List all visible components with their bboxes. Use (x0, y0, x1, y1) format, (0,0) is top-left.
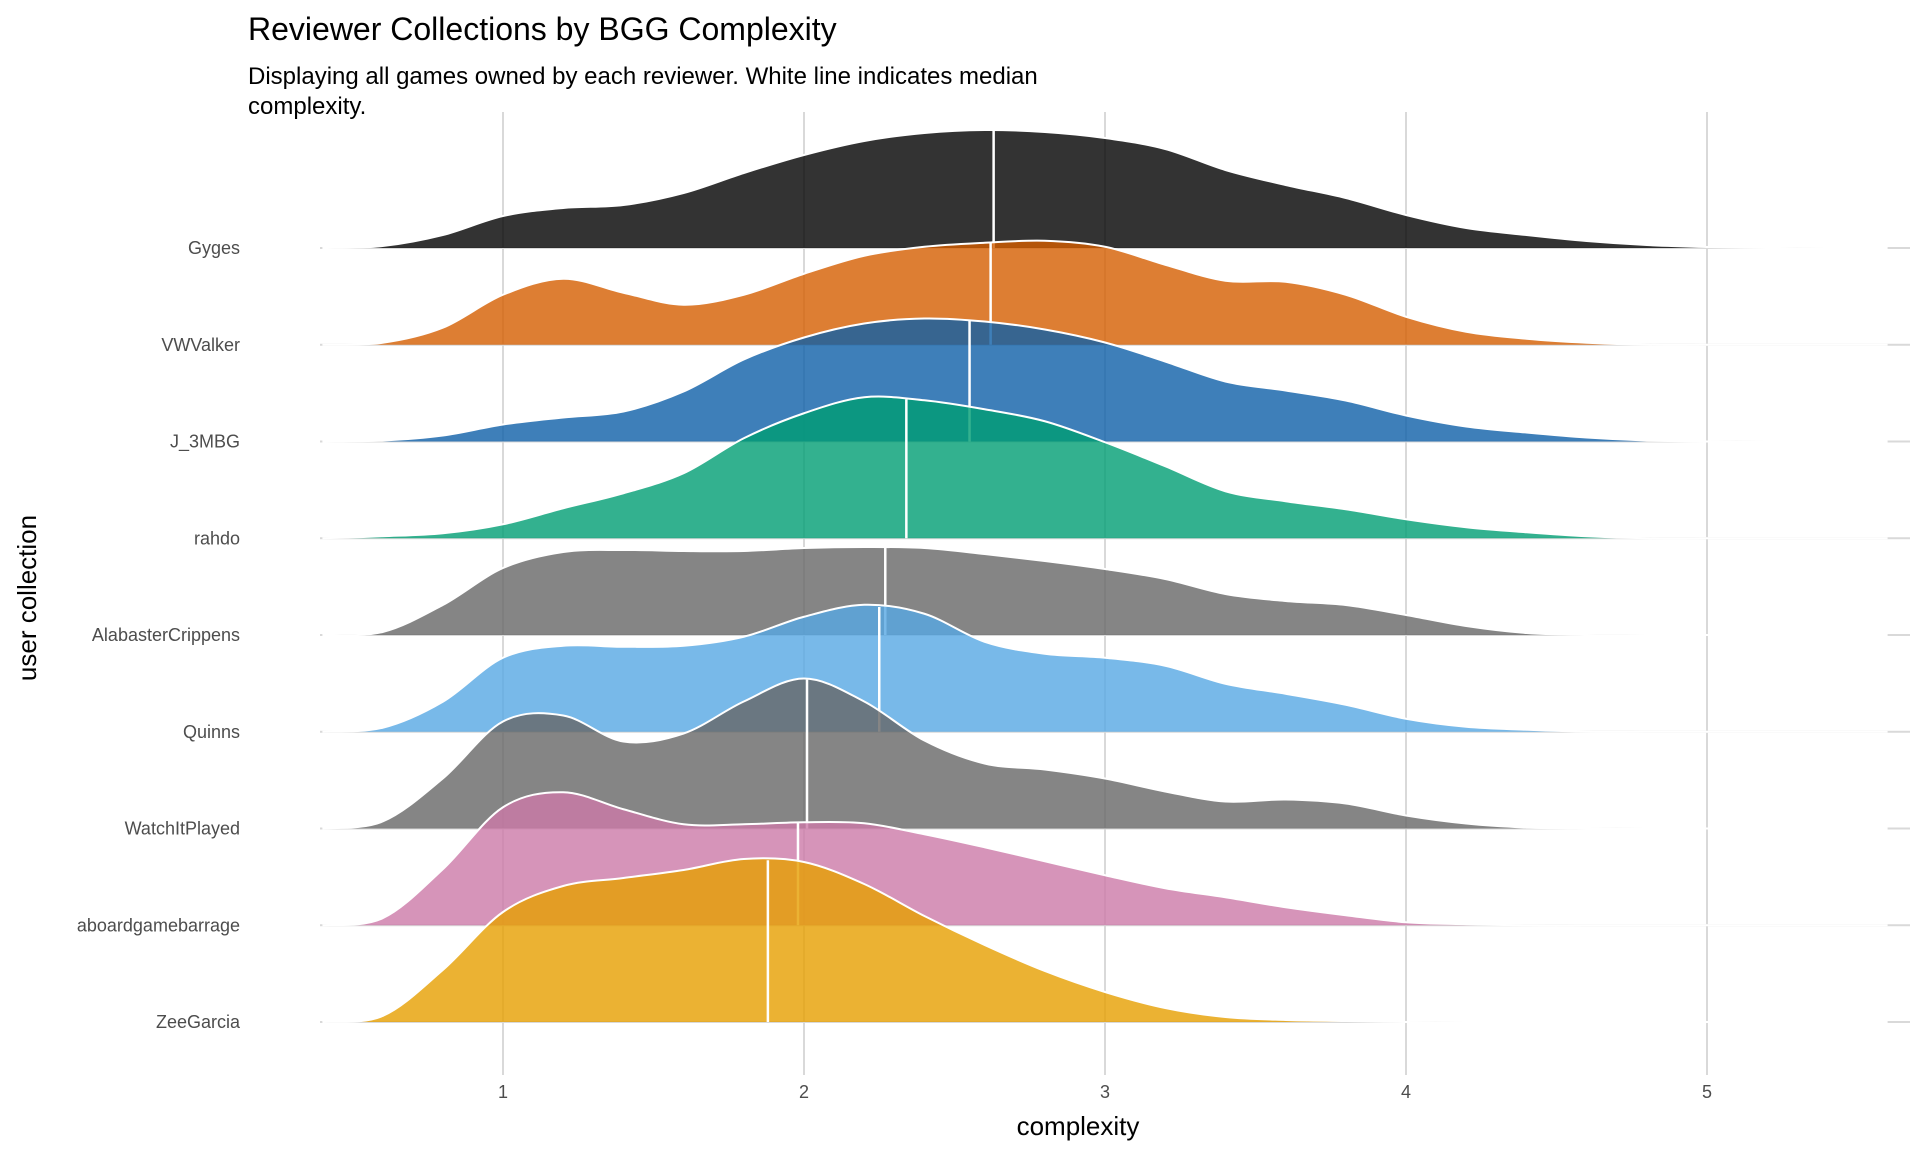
x-tick-label-5: 5 (1702, 1082, 1712, 1102)
chart-subtitle-line-1: Displaying all games owned by each revie… (248, 63, 1038, 90)
ridge-area-vwvalker (322, 240, 1888, 345)
ridge-rahdo (322, 395, 1888, 540)
ridge-area-j-3mbg (322, 318, 1888, 442)
ridge-area-watchitplayed (322, 678, 1888, 829)
ridge-outline-aboardgamebarrage (322, 791, 1888, 927)
ridge-outline-alabastercrippens (322, 545, 1888, 637)
ridge-outline-rahdo (322, 395, 1888, 540)
ridge-area-zeegarcia (322, 858, 1888, 1023)
chart-subtitle-line-2: complexity. (248, 93, 366, 120)
y-tick-label-zeegarcia: ZeeGarcia (156, 1012, 241, 1032)
ridge-vwvalker (322, 239, 1888, 346)
y-tick-label-vwvalker: VWValker (161, 335, 240, 355)
chart-title: Reviewer Collections by BGG Complexity (248, 11, 837, 47)
y-tick-label-quinns: Quinns (183, 722, 240, 742)
ridge-outline-zeegarcia (322, 857, 1888, 1024)
ridge-area-rahdo (322, 396, 1888, 539)
ridge-outline-watchitplayed (322, 677, 1888, 830)
y-tick-label-gyges: Gyges (188, 238, 240, 258)
ridge-area-gyges (322, 129, 1888, 249)
y-tick-label-j-3mbg: J_3MBG (170, 432, 240, 453)
ridge-outline-gyges (322, 128, 1888, 250)
ridge-area-quinns (322, 604, 1888, 732)
ridge-layer (322, 128, 1888, 1024)
ridge-zeegarcia (322, 857, 1888, 1024)
x-axis-title: complexity (1017, 1111, 1140, 1141)
x-axis-tick-labels: 1 2 3 4 5 (498, 1082, 1712, 1102)
ridge-outline-vwvalker (322, 239, 1888, 346)
y-tick-label-rahdo: rahdo (194, 528, 240, 548)
x-tick-label-1: 1 (498, 1082, 508, 1102)
ridge-area-alabastercrippens (322, 546, 1888, 636)
ridge-watchitplayed (322, 677, 1888, 830)
ridge-gyges (322, 128, 1888, 250)
x-tick-label-3: 3 (1100, 1082, 1110, 1102)
y-tick-label-watchitplayed: WatchItPlayed (125, 819, 240, 839)
x-tick-label-2: 2 (799, 1082, 809, 1102)
ridge-outline-quinns (322, 603, 1888, 733)
y-axis-title: user collection (12, 515, 42, 681)
y-tick-label-alabastercrippens: AlabasterCrippens (92, 625, 240, 645)
x-tick-label-4: 4 (1401, 1082, 1411, 1102)
y-tick-label-aboardgamebarrage: aboardgamebarrage (77, 915, 240, 935)
ridge-outline-j-3mbg (322, 317, 1888, 443)
